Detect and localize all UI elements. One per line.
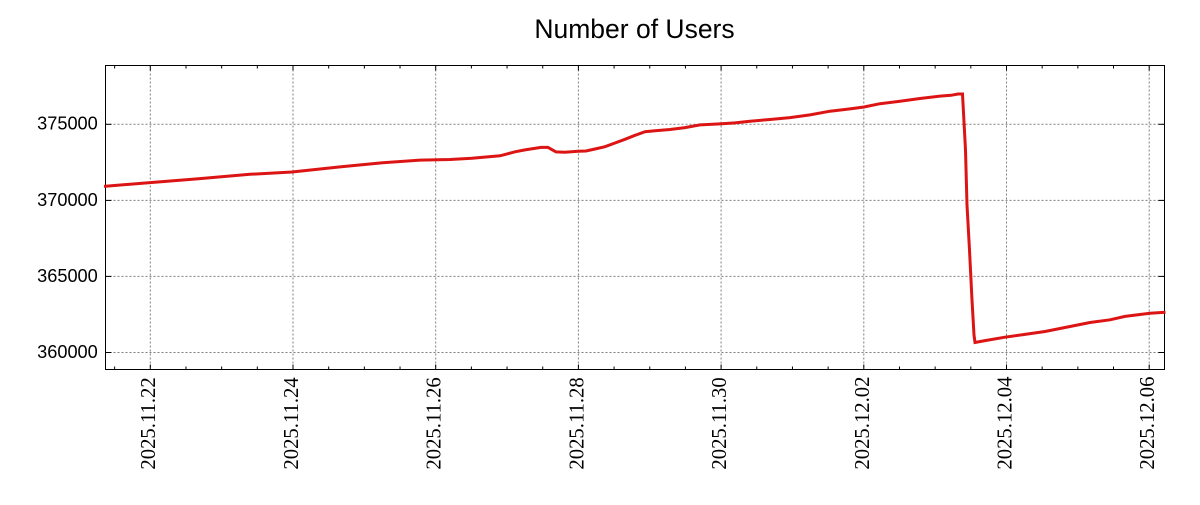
svg-text:Number of Users: Number of Users [534,14,734,44]
svg-text:360000: 360000 [37,342,98,362]
svg-text:2025.12.02: 2025.12.02 [852,377,874,470]
svg-text:375000: 375000 [37,114,98,134]
svg-text:2025.11.28: 2025.11.28 [566,377,588,469]
svg-text:370000: 370000 [37,190,98,210]
svg-text:2025.12.04: 2025.12.04 [995,376,1017,470]
svg-text:2025.12.06: 2025.12.06 [1137,377,1159,470]
svg-text:2025.11.26: 2025.11.26 [424,377,446,469]
svg-text:2025.11.24: 2025.11.24 [281,377,303,470]
svg-text:2025.11.30: 2025.11.30 [709,377,731,469]
svg-text:2025.11.22: 2025.11.22 [138,377,160,469]
svg-text:365000: 365000 [37,266,98,286]
